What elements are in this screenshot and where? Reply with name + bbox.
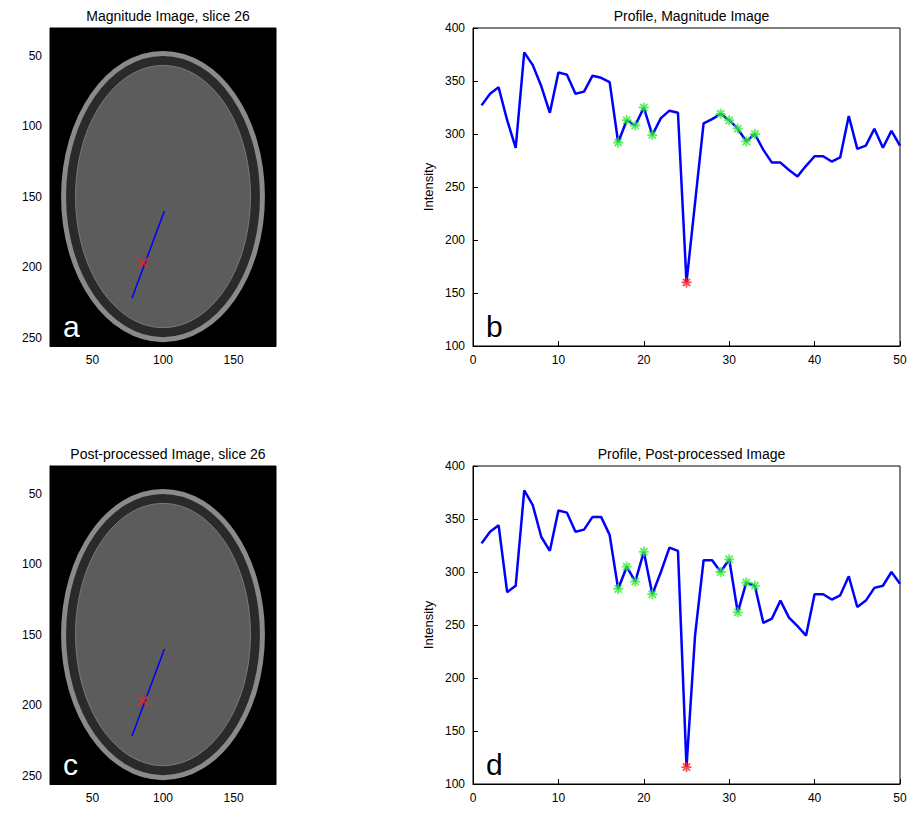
svg-text:200: 200	[22, 698, 42, 712]
svg-text:Magnitude Image, slice 26: Magnitude Image, slice 26	[86, 8, 250, 24]
svg-text:150: 150	[22, 190, 42, 204]
svg-text:Post-processed Image, slice 26: Post-processed Image, slice 26	[70, 446, 266, 462]
svg-text:350: 350	[445, 512, 465, 526]
svg-text:50: 50	[29, 487, 43, 501]
svg-text:50: 50	[893, 791, 907, 805]
svg-text:150: 150	[445, 286, 465, 300]
svg-text:300: 300	[445, 565, 465, 579]
svg-text:100: 100	[445, 339, 465, 353]
svg-text:200: 200	[445, 671, 465, 685]
svg-text:d: d	[486, 748, 503, 781]
svg-text:30: 30	[723, 791, 737, 805]
svg-text:200: 200	[22, 260, 42, 274]
svg-text:150: 150	[445, 724, 465, 738]
svg-text:0: 0	[470, 791, 477, 805]
svg-text:Intensity: Intensity	[421, 600, 436, 649]
svg-text:50: 50	[86, 353, 100, 367]
svg-text:10: 10	[552, 353, 566, 367]
svg-text:200: 200	[445, 233, 465, 247]
svg-text:250: 250	[22, 769, 42, 783]
svg-text:150: 150	[224, 353, 244, 367]
svg-text:100: 100	[22, 557, 42, 571]
svg-text:400: 400	[445, 21, 465, 35]
svg-text:Profile, Post-processed Image: Profile, Post-processed Image	[598, 446, 786, 462]
svg-text:30: 30	[723, 353, 737, 367]
svg-text:20: 20	[637, 353, 651, 367]
svg-text:100: 100	[22, 119, 42, 133]
svg-text:c: c	[63, 748, 78, 781]
svg-text:50: 50	[29, 49, 43, 63]
svg-text:Intensity: Intensity	[421, 162, 436, 211]
svg-text:Profile, Magnitude Image: Profile, Magnitude Image	[614, 8, 770, 24]
svg-text:a: a	[63, 310, 80, 343]
svg-text:10: 10	[552, 791, 566, 805]
svg-text:300: 300	[445, 127, 465, 141]
svg-text:250: 250	[445, 618, 465, 632]
svg-text:400: 400	[445, 459, 465, 473]
svg-text:250: 250	[22, 331, 42, 345]
svg-text:40: 40	[808, 353, 822, 367]
svg-text:40: 40	[808, 791, 822, 805]
svg-text:20: 20	[637, 791, 651, 805]
svg-text:b: b	[486, 310, 503, 343]
svg-text:50: 50	[86, 791, 100, 805]
svg-text:150: 150	[224, 791, 244, 805]
svg-text:0: 0	[470, 353, 477, 367]
svg-text:350: 350	[445, 74, 465, 88]
svg-text:250: 250	[445, 180, 465, 194]
svg-text:100: 100	[445, 777, 465, 791]
svg-text:100: 100	[153, 353, 173, 367]
svg-text:150: 150	[22, 628, 42, 642]
svg-text:100: 100	[153, 791, 173, 805]
svg-text:50: 50	[893, 353, 907, 367]
